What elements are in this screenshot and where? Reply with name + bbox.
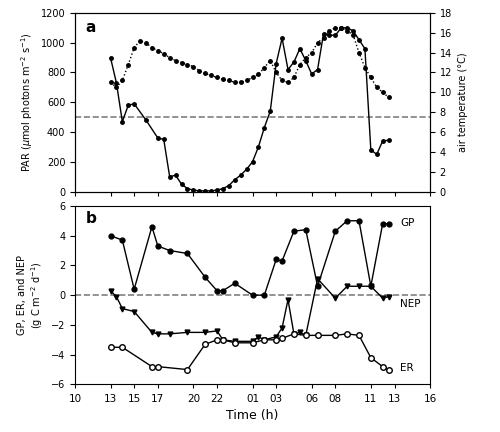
Y-axis label: air temperature (°C): air temperature (°C) (458, 52, 468, 152)
Text: GP: GP (400, 218, 415, 228)
X-axis label: Time (h): Time (h) (226, 409, 278, 422)
Y-axis label: PAR ($\mu$mol photons m$^{-2}$ s$^{-1}$): PAR ($\mu$mol photons m$^{-2}$ s$^{-1}$) (20, 32, 35, 172)
Text: a: a (86, 20, 96, 35)
Text: ER: ER (400, 363, 414, 373)
Y-axis label: GP, ER, and NEP
(g C m$^{-2}$ d$^{-1}$): GP, ER, and NEP (g C m$^{-2}$ d$^{-1}$) (17, 255, 46, 335)
Text: b: b (86, 211, 96, 226)
Text: NEP: NEP (400, 299, 421, 309)
